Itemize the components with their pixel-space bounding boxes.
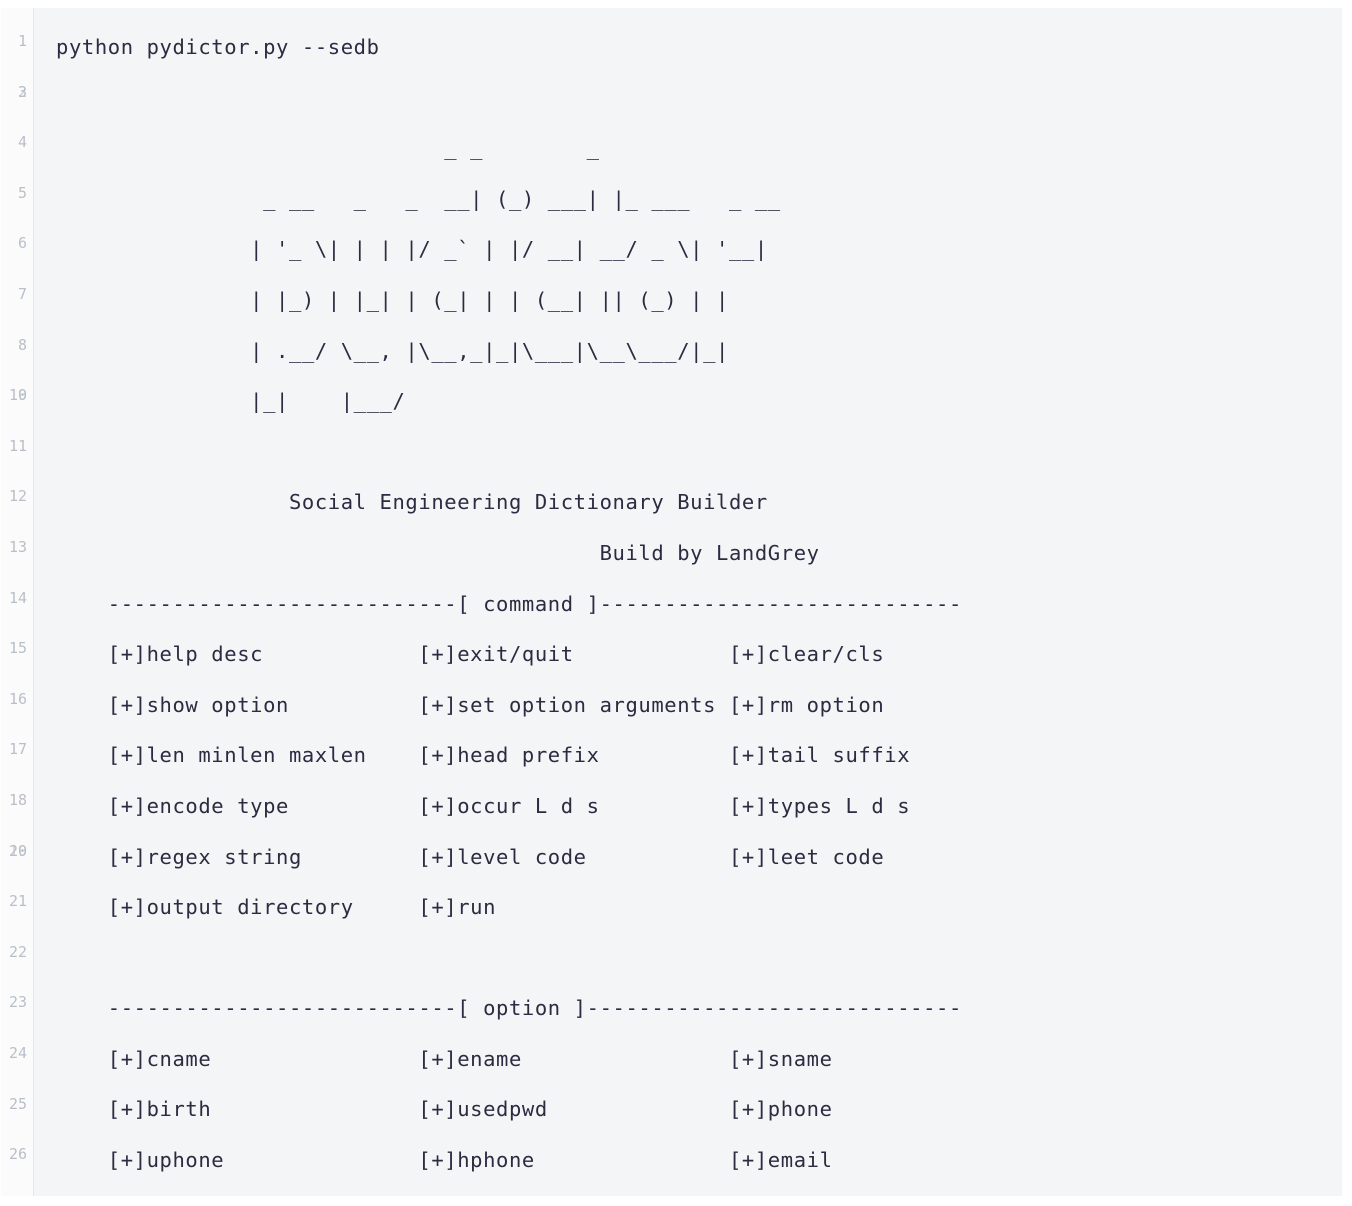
line-number: 16 xyxy=(8,689,27,708)
line-number: 26 xyxy=(8,1145,27,1164)
line-number: 17 xyxy=(8,740,27,759)
line-number: 15 xyxy=(8,639,27,658)
line-number: 18 xyxy=(8,791,27,809)
line-number: 12 xyxy=(8,487,27,506)
line-number: 8 xyxy=(17,335,27,354)
line-number-overlap: 2 xyxy=(17,82,27,101)
line-number: 20 xyxy=(8,841,27,860)
line-number: 7 xyxy=(17,285,27,303)
line-number: 21 xyxy=(8,892,27,911)
line-number: 14 xyxy=(8,588,27,607)
terminal-text: python pydictor.py --sedb _ _ _ _ __ _ _… xyxy=(56,35,962,1173)
line-number: 24 xyxy=(8,1044,27,1062)
line-number: 13 xyxy=(8,538,27,556)
line-number: 23 xyxy=(8,993,27,1012)
line-number-overlap: 9 xyxy=(17,386,27,405)
line-number: 1 xyxy=(17,32,27,50)
line-number: 3 xyxy=(17,82,27,101)
line-number: 10 xyxy=(8,386,27,405)
line-number: 11 xyxy=(8,436,27,455)
line-number-overlap: 19 xyxy=(8,841,27,860)
line-number: 25 xyxy=(8,1094,27,1113)
line-number: 6 xyxy=(17,234,27,253)
terminal-output-panel[interactable]: python pydictor.py --sedb _ _ _ _ __ _ _… xyxy=(34,8,1342,1196)
line-number: 5 xyxy=(17,183,27,202)
line-number: 22 xyxy=(8,942,27,961)
line-number-gutter: 1 3 2 4 5 6 7 8 10 9 11 12 13 14 15 16 17 18 20 19 21 22 23 24 2… xyxy=(0,8,34,1196)
line-number: 4 xyxy=(17,133,27,152)
